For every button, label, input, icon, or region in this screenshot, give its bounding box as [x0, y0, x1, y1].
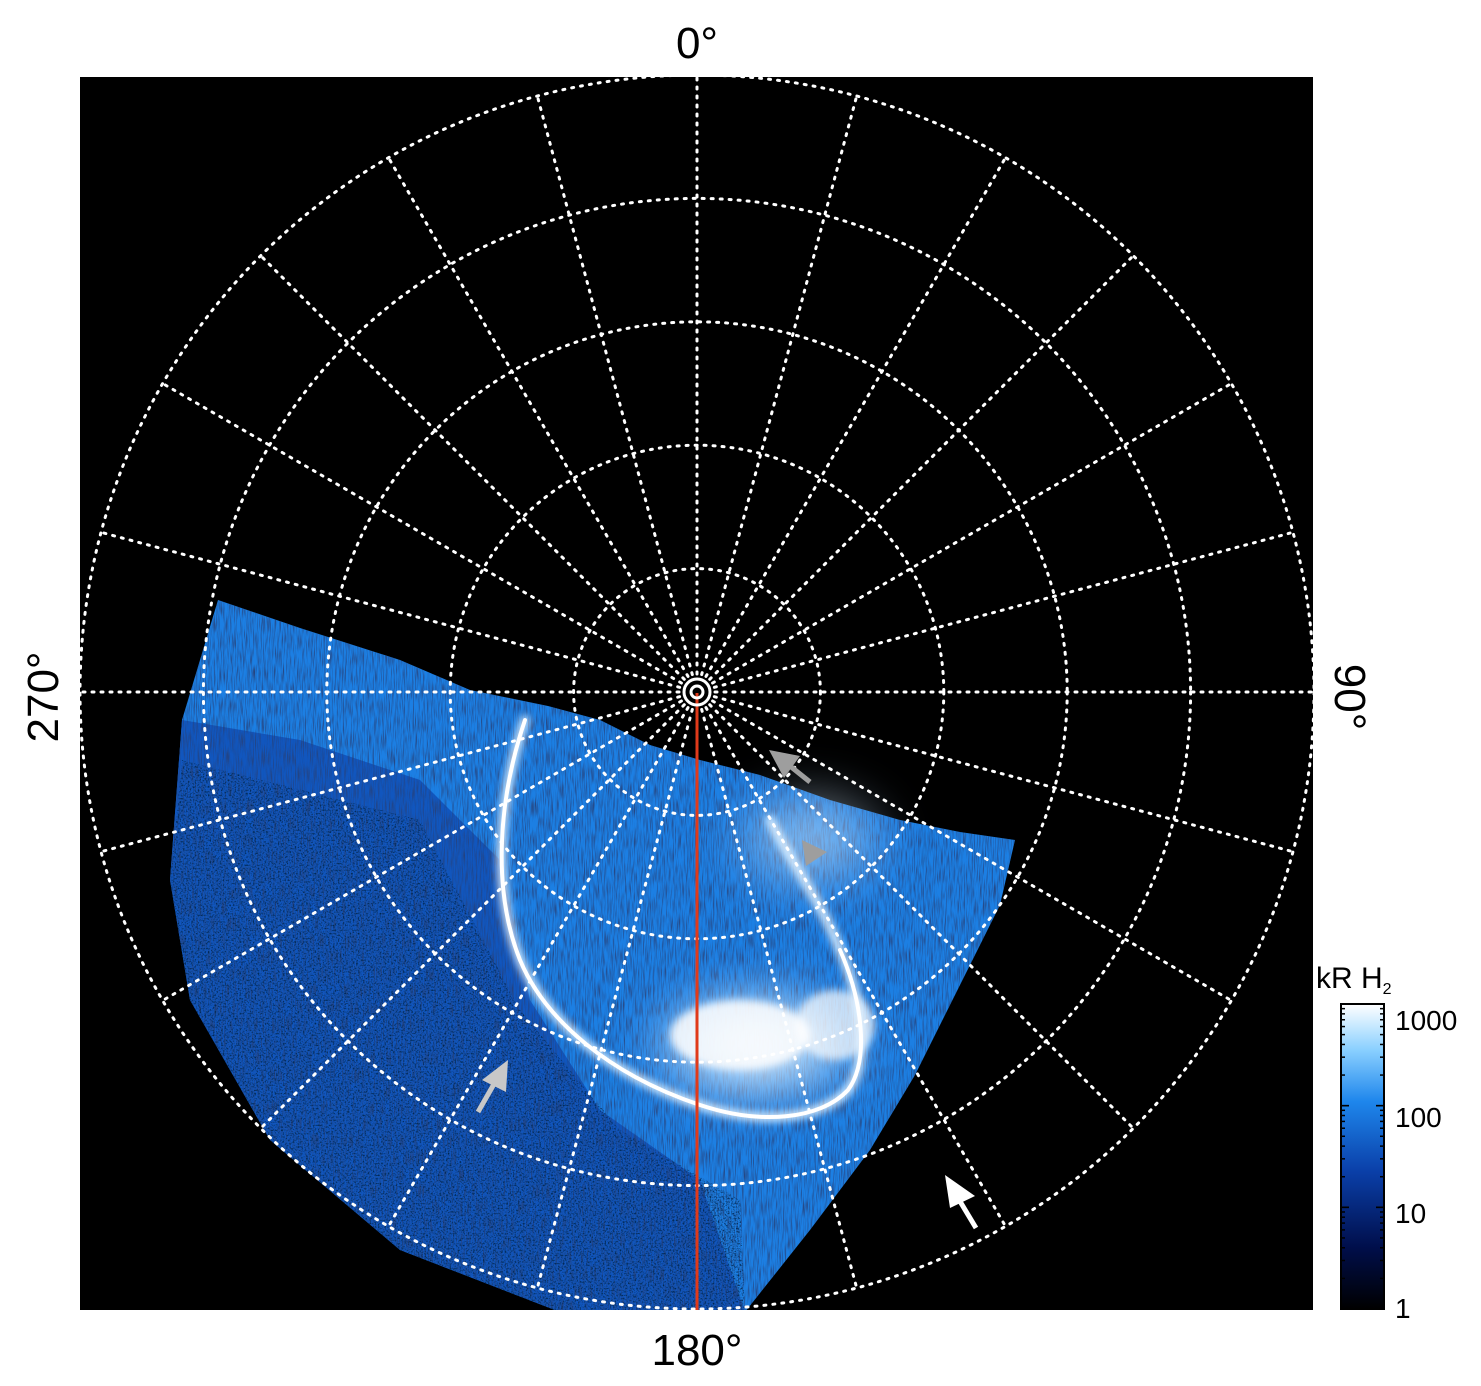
colorbar: kR H2 1000 100 10 1 [1316, 962, 1457, 1324]
emission-fine-noise [170, 760, 745, 1310]
colorbar-tick-label-1: 1 [1395, 1293, 1411, 1324]
grey-arrowhead-middle [802, 840, 827, 866]
meridian-line [387, 156, 690, 678]
meridian-line [259, 254, 686, 681]
meridian-line [535, 707, 694, 1290]
main-auroral-oval-core [499, 718, 863, 1119]
meridian-line [711, 382, 1233, 685]
meridian-line [711, 699, 1233, 1002]
meridian-line [161, 699, 683, 1002]
meridian-line [712, 530, 1295, 689]
meridian-line [99, 695, 682, 854]
longitude-label-top: 0° [676, 19, 718, 68]
longitude-label-left: 270° [19, 651, 68, 742]
meridian-line [708, 254, 1135, 681]
meridian-line [535, 94, 694, 677]
white-arrow-lower-right [945, 1175, 979, 1230]
bright-patch-core [670, 1000, 810, 1070]
meridian-line [700, 94, 859, 677]
colorbar-title-subscript: 2 [1383, 981, 1392, 998]
latitude-circle [572, 567, 822, 817]
pole-marker-outer [682, 677, 712, 707]
meridian-line [704, 706, 1007, 1228]
colorbar-tick-label-100: 100 [1395, 1102, 1442, 1133]
longitude-label-bottom: 180° [651, 1326, 742, 1375]
meridian-line [700, 707, 859, 1290]
meridian-line [708, 703, 1135, 1130]
meridian-line [259, 703, 686, 1130]
meridian-line [99, 530, 682, 689]
annotation-arrows [475, 750, 979, 1230]
longitude-label-right: 90° [1325, 664, 1374, 731]
colorbar-tick-label-1000: 1000 [1395, 1005, 1457, 1036]
colorbar-tick-label-10: 10 [1395, 1198, 1426, 1229]
colorbar-gradient-bar [1340, 1003, 1385, 1310]
pole-marker-inner [689, 684, 705, 700]
meridian-line [704, 156, 1007, 678]
colorbar-title-main: kR H [1316, 962, 1383, 995]
grey-arrowhead-upper [769, 750, 812, 784]
meridian-line [387, 706, 690, 1228]
colorbar-ticks [1341, 1003, 1384, 1310]
grey-arrow-lower-left [475, 1060, 508, 1114]
meridian-line [712, 695, 1295, 854]
colorbar-title: kR H2 [1316, 962, 1392, 998]
meridian-line [161, 382, 683, 685]
